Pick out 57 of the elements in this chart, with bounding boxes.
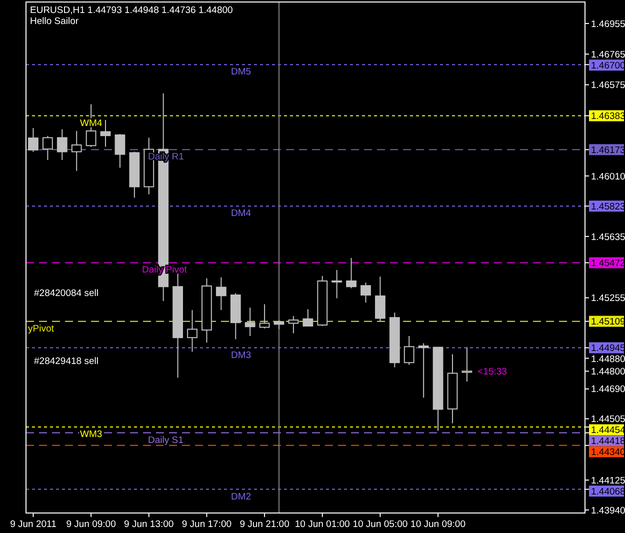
x-tick-label: 9 Jun 17:00 <box>182 519 232 530</box>
x-tick-label: 9 Jun 09:00 <box>66 519 116 530</box>
candlestick <box>28 128 38 152</box>
y-tick-label: 1.45635 <box>591 232 625 243</box>
ref-line-label: yPivot <box>28 323 54 334</box>
ref-line-label: DM5 <box>231 66 252 78</box>
x-tick-label: 9 Jun 13:00 <box>124 519 174 530</box>
candlestick <box>346 257 356 289</box>
candlestick <box>374 276 386 322</box>
candlestick <box>187 310 198 352</box>
y-tick-label: 1.46383 <box>591 111 625 122</box>
candlestick <box>100 119 111 148</box>
y-tick-label: 1.45255 <box>591 293 625 304</box>
y-tick-label: 1.46575 <box>591 80 625 92</box>
candlestick <box>404 335 414 366</box>
ref-line-label: DM2 <box>231 491 252 502</box>
x-tick-label: 10 Jun 05:00 <box>352 519 408 530</box>
candlestick <box>56 128 68 160</box>
text: Hello Sailor <box>30 16 79 27</box>
y-tick-label: 1.46010 <box>591 171 625 182</box>
y-tick-label: 1.44505 <box>591 414 625 426</box>
candlestick <box>288 315 299 334</box>
ref-line-label: Daily S1 <box>148 434 184 446</box>
y-tick-label: 1.44454 <box>591 425 625 436</box>
annotation: <15:33 <box>478 366 507 378</box>
y-tick-label: 1.44068 <box>591 486 625 498</box>
candlestick <box>42 135 53 160</box>
y-tick-label: 1.45472 <box>591 258 625 270</box>
y-tick-label: 1.44800 <box>591 366 625 378</box>
candlestick <box>360 282 371 304</box>
annotation: #28420084 sell <box>34 288 98 299</box>
candlestick <box>244 307 256 336</box>
candlestick <box>302 308 314 326</box>
x-tick-label: 10 Jun 09:00 <box>410 519 466 530</box>
candlestick <box>71 130 82 172</box>
x-tick-label: 9 Jun 2011 <box>10 519 56 530</box>
chart-title: EURUSD,H1 1.44793 1.44948 1.44736 1.44800 <box>30 5 233 16</box>
annotation: #28429418 sell <box>34 356 98 367</box>
y-tick-label: 1.46765 <box>591 49 625 60</box>
x-tick-label: 10 Jun 01:00 <box>294 519 350 530</box>
candlestick <box>418 342 429 398</box>
y-tick-label: 1.44418 <box>591 436 625 448</box>
ref-line-label: DM3 <box>231 350 252 361</box>
y-tick-label: 1.43940 <box>591 505 625 516</box>
candlestick <box>114 133 126 168</box>
ref-line-label: DM4 <box>231 208 252 220</box>
y-tick-label: 1.44945 <box>591 343 625 354</box>
candlestick <box>332 270 342 299</box>
candlestick <box>462 346 472 382</box>
candlestick <box>216 276 226 311</box>
y-tick-label: 1.46955 <box>591 18 625 30</box>
y-tick-label: 1.45823 <box>591 201 625 212</box>
y-tick-label: 1.44690 <box>591 384 625 396</box>
candlestick <box>259 304 270 329</box>
y-tick-label: 1.44125 <box>591 475 625 486</box>
x-tick-label: 9 Jun 21:00 <box>240 519 290 530</box>
y-tick-label: 1.44880 <box>591 354 625 366</box>
